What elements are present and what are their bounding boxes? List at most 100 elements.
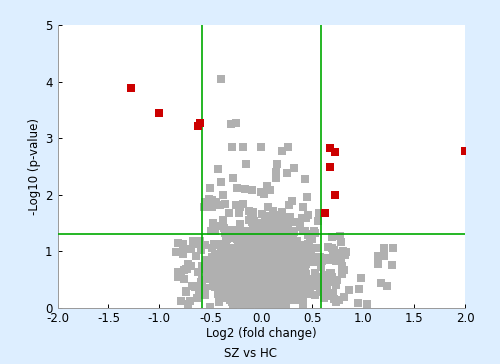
Point bbox=[180, 276, 188, 281]
Point bbox=[214, 265, 222, 270]
Point bbox=[269, 298, 277, 304]
Point bbox=[262, 250, 270, 256]
Point bbox=[283, 170, 291, 176]
Point bbox=[357, 275, 365, 281]
Point bbox=[225, 210, 233, 216]
Point bbox=[253, 284, 261, 290]
Point bbox=[249, 271, 257, 277]
Point bbox=[267, 262, 275, 268]
Point bbox=[280, 280, 288, 286]
Point bbox=[220, 279, 228, 285]
Point bbox=[310, 259, 318, 265]
Point bbox=[272, 266, 280, 272]
Point bbox=[277, 265, 285, 270]
Point bbox=[250, 242, 258, 248]
Point bbox=[327, 277, 335, 283]
Point bbox=[172, 249, 180, 254]
Point bbox=[294, 253, 302, 259]
Point bbox=[304, 277, 312, 282]
Point bbox=[242, 276, 250, 282]
Point bbox=[256, 292, 264, 298]
Point bbox=[284, 245, 292, 251]
Point bbox=[222, 295, 230, 301]
Point bbox=[182, 266, 190, 272]
Point bbox=[260, 237, 268, 242]
Point bbox=[241, 284, 249, 290]
Point bbox=[337, 252, 345, 257]
Point bbox=[234, 254, 242, 260]
Point bbox=[218, 192, 226, 198]
Point bbox=[272, 161, 280, 167]
Point bbox=[253, 265, 261, 270]
Point bbox=[267, 278, 275, 284]
Point bbox=[268, 251, 276, 257]
Point bbox=[250, 267, 258, 273]
Point bbox=[336, 255, 344, 261]
Point bbox=[248, 265, 256, 270]
Point bbox=[216, 76, 224, 82]
Point bbox=[240, 288, 248, 294]
Point bbox=[275, 268, 283, 273]
Point bbox=[292, 242, 300, 248]
Point bbox=[246, 229, 254, 234]
Point bbox=[240, 269, 248, 275]
Point bbox=[228, 257, 235, 263]
Point bbox=[264, 288, 272, 293]
Point bbox=[267, 280, 275, 286]
Point bbox=[280, 244, 288, 250]
Point bbox=[279, 283, 287, 289]
Point bbox=[258, 262, 266, 268]
Point bbox=[282, 274, 290, 280]
Point bbox=[306, 288, 314, 294]
Point bbox=[237, 297, 245, 302]
Point bbox=[205, 196, 213, 202]
Point bbox=[266, 292, 274, 298]
Point bbox=[211, 284, 219, 289]
Point bbox=[226, 290, 234, 296]
Point bbox=[326, 275, 334, 281]
Point bbox=[214, 291, 222, 297]
Point bbox=[226, 297, 234, 303]
Point bbox=[332, 299, 340, 305]
Point bbox=[200, 292, 208, 298]
Point bbox=[198, 264, 206, 269]
Point bbox=[257, 259, 265, 265]
Point bbox=[264, 267, 272, 273]
Point bbox=[273, 212, 281, 218]
Point bbox=[263, 234, 271, 240]
Point bbox=[300, 281, 308, 287]
Point bbox=[266, 187, 274, 193]
Point bbox=[345, 287, 353, 293]
Point bbox=[182, 288, 190, 294]
Point bbox=[234, 275, 242, 281]
Point bbox=[256, 279, 264, 285]
Point bbox=[236, 280, 244, 285]
Point bbox=[377, 280, 385, 285]
Point bbox=[248, 289, 256, 295]
Point bbox=[243, 288, 251, 293]
Point bbox=[267, 262, 275, 268]
Point bbox=[236, 241, 244, 246]
Point bbox=[266, 271, 274, 277]
Point bbox=[218, 279, 226, 285]
Point bbox=[219, 217, 227, 223]
Point bbox=[258, 265, 266, 270]
Point bbox=[216, 287, 224, 293]
Point bbox=[174, 269, 182, 275]
Point bbox=[248, 242, 256, 248]
Point bbox=[234, 272, 241, 277]
Point bbox=[238, 296, 246, 302]
Point bbox=[246, 265, 254, 271]
Point bbox=[266, 305, 274, 310]
Point bbox=[278, 277, 286, 282]
Point bbox=[266, 285, 274, 290]
Point bbox=[223, 230, 231, 236]
Point bbox=[275, 258, 283, 264]
Point bbox=[231, 257, 239, 262]
Point bbox=[248, 256, 256, 262]
Point bbox=[238, 290, 246, 296]
Point bbox=[240, 282, 248, 288]
Point bbox=[260, 286, 268, 292]
Point bbox=[231, 254, 239, 260]
Point bbox=[289, 282, 297, 288]
